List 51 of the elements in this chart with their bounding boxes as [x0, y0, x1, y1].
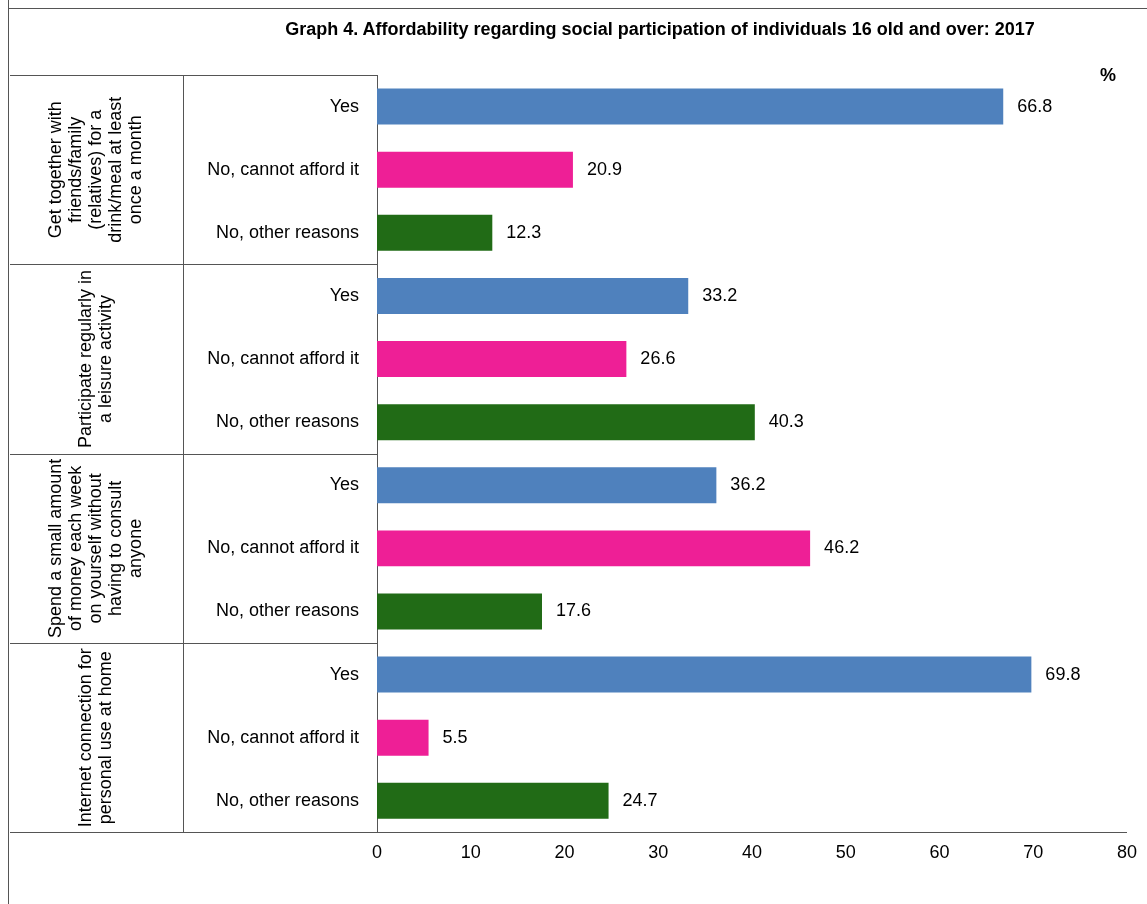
data-label: 20.9: [586, 158, 622, 179]
bar: [377, 404, 755, 441]
y-tick-label: No, other reasons: [215, 789, 359, 810]
bar: [377, 719, 429, 756]
y-tick-label: No, cannot afford it: [207, 158, 359, 179]
data-label: 12.3: [506, 221, 542, 242]
x-tick-label: 50: [835, 842, 856, 863]
x-axis-title: %: [1099, 64, 1117, 85]
data-label: 5.5: [442, 726, 468, 747]
y-tick-label: No, cannot afford it: [207, 726, 359, 747]
data-label: 17.6: [556, 600, 592, 621]
x-tick-label: 10: [460, 842, 481, 863]
y-tick-label: No, other reasons: [215, 411, 359, 432]
data-label: 69.8: [1045, 663, 1081, 684]
x-tick-label: 30: [648, 842, 669, 863]
bar: [377, 467, 717, 504]
y-tick-label: Yes: [329, 95, 359, 116]
y-tick-label: Yes: [329, 474, 359, 495]
y-tick-label: No, cannot afford it: [207, 347, 359, 368]
y-tick-label: No, other reasons: [215, 221, 359, 242]
bar: [377, 341, 627, 378]
data-label: 40.3: [768, 411, 804, 432]
x-tick-label: 70: [1023, 842, 1044, 863]
y-tick-label: Yes: [329, 663, 359, 684]
bar: [377, 214, 493, 251]
bar: [377, 656, 1032, 693]
x-tick-label: 40: [741, 842, 763, 863]
x-tick-label: 0: [371, 842, 383, 863]
x-tick-label: 80: [1116, 842, 1137, 863]
data-label: 33.2: [702, 284, 738, 305]
data-label: 24.7: [622, 789, 658, 810]
bar: [377, 151, 573, 188]
x-tick-label: 60: [929, 842, 950, 863]
data-label: 36.2: [730, 474, 766, 495]
y-tick-label: No, other reasons: [215, 600, 359, 621]
y-tick-label: No, cannot afford it: [207, 537, 359, 558]
data-label: 66.8: [1017, 95, 1053, 116]
chart-title: Graph 4. Affordability regarding social participation of individuals 16 old and over: 2017: [285, 18, 1035, 39]
bar: [377, 277, 689, 314]
y-tick-label: Yes: [329, 284, 359, 305]
text: Participate regularly in a leisure activity: [75, 269, 116, 449]
text: Internet connection for personal use at home: [75, 648, 116, 828]
text: Spend a small amount of money each week on yourself without having to consult anyone: [45, 458, 146, 638]
bar: [377, 782, 609, 819]
text: Get together with friends/family (relatives) for a drink/meal at least once a month: [45, 96, 146, 243]
bar: [377, 593, 542, 630]
bar: [377, 530, 811, 567]
data-label: 46.2: [824, 537, 860, 558]
bar: [377, 88, 1004, 125]
x-tick-label: 20: [554, 842, 575, 863]
data-label: 26.6: [640, 347, 676, 368]
